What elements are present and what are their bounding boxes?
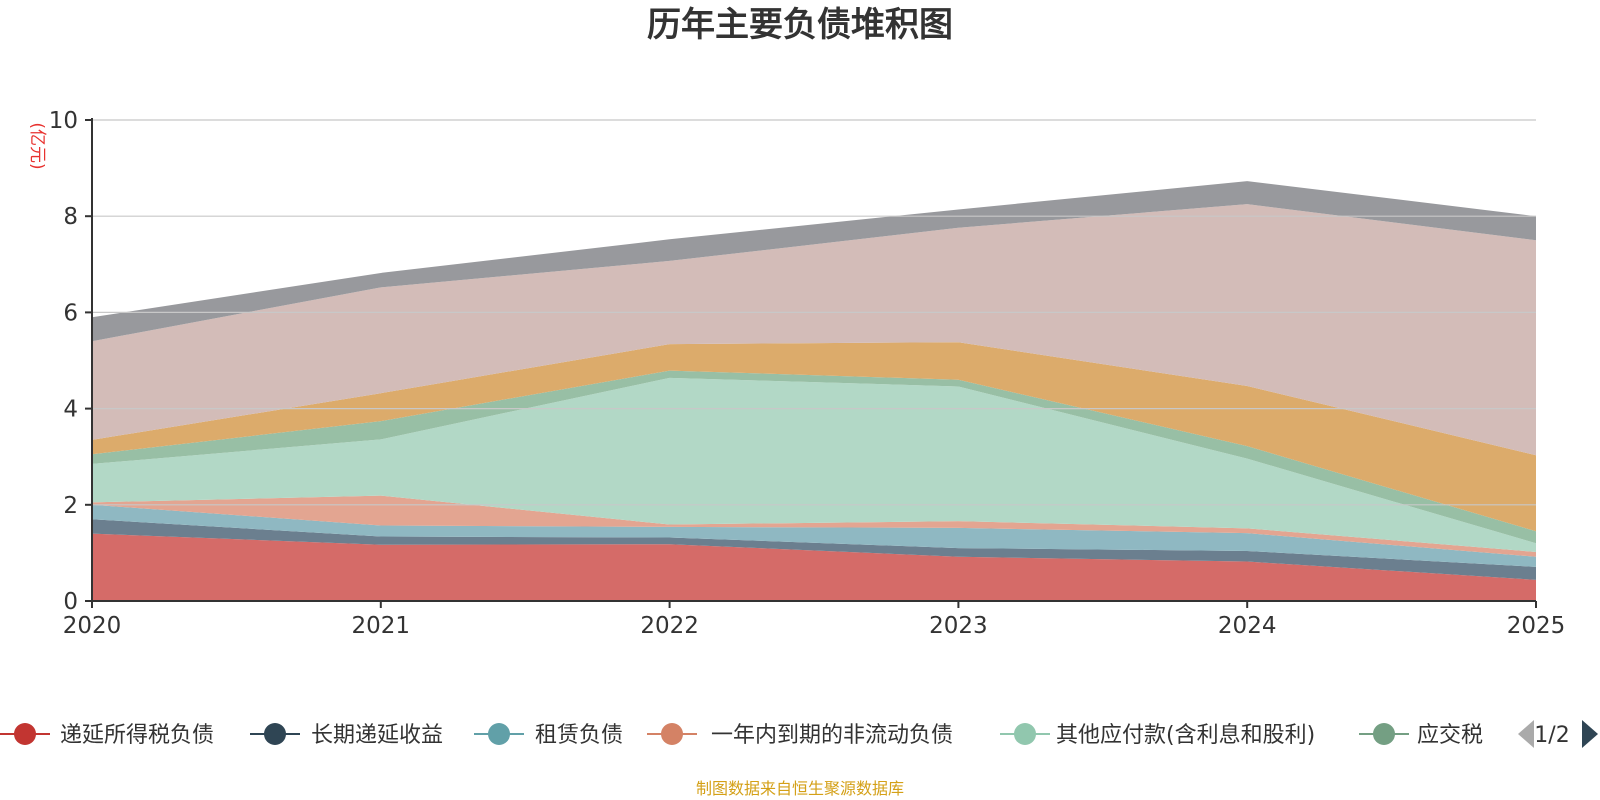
y-tick-label: 8	[63, 204, 78, 230]
x-tick-label: 2022	[640, 613, 699, 639]
area-series-3[interactable]	[92, 504, 1536, 567]
y-tick-label: 2	[63, 493, 78, 519]
x-tick-label: 2021	[352, 613, 411, 639]
y-tick-label: 10	[49, 108, 78, 134]
area-series-5[interactable]	[92, 377, 1536, 552]
legend-item-label: 递延所得税负债	[60, 723, 214, 748]
legend-item-label: 其他应付款(含利息和股利)	[1056, 723, 1315, 748]
legend-page-indicator: 1/2	[1534, 723, 1569, 748]
legend-next-page-icon[interactable]	[1582, 720, 1598, 748]
legend-marker[interactable]	[661, 723, 683, 745]
x-tick-label: 2020	[63, 613, 122, 639]
legend-marker[interactable]	[1014, 723, 1036, 745]
legend-item-label: 长期递延收益	[311, 723, 443, 748]
legend-prev-page-icon[interactable]	[1518, 720, 1534, 748]
x-tick-label: 2024	[1218, 613, 1277, 639]
data-source-note: 制图数据来自恒生聚源数据库	[695, 779, 904, 798]
area-series-7[interactable]	[92, 342, 1536, 532]
area-series-1[interactable]	[92, 533, 1536, 601]
area-series-2[interactable]	[92, 519, 1536, 580]
legend-marker[interactable]	[264, 723, 286, 745]
x-tick-label: 2023	[929, 613, 988, 639]
x-tick-label: 2025	[1507, 613, 1566, 639]
y-tick-label: 4	[63, 397, 78, 423]
legend-item-label: 应交税	[1417, 723, 1483, 748]
legend-marker[interactable]	[1373, 723, 1395, 745]
legend-marker[interactable]	[488, 723, 510, 745]
area-series-8[interactable]	[92, 204, 1536, 456]
y-tick-label: 0	[63, 589, 78, 615]
area-series-6[interactable]	[92, 370, 1536, 544]
y-tick-label: 6	[63, 300, 78, 326]
legend-marker[interactable]	[14, 723, 36, 745]
area-series-4[interactable]	[92, 495, 1536, 557]
y-axis-unit-label: (亿元)	[27, 122, 47, 169]
legend-item-label: 租赁负债	[535, 723, 623, 748]
chart-title: 历年主要负债堆积图	[647, 5, 953, 45]
legend-item-label: 一年内到期的非流动负债	[711, 723, 953, 748]
